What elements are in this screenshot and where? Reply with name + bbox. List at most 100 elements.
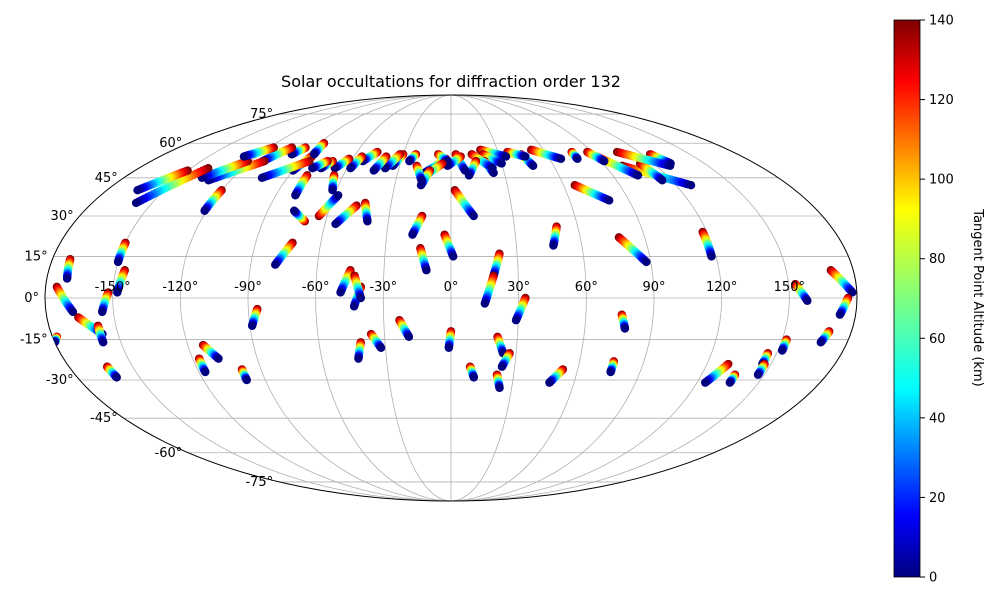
lon-tick-label: 30° bbox=[507, 280, 530, 295]
occultation-point bbox=[333, 191, 343, 200]
occultation-track bbox=[570, 181, 614, 205]
colorbar: 0 20 40 60 80 100 120 140 Tangent Point Altitud… bbox=[893, 14, 985, 586]
occultation-point bbox=[271, 260, 280, 269]
occultation-point bbox=[62, 274, 72, 283]
occultation-track bbox=[405, 150, 421, 166]
colorbar-tick-label: 40 bbox=[929, 411, 946, 426]
occultation-point bbox=[497, 159, 506, 168]
occultation-track bbox=[291, 171, 312, 200]
colorbar-tick-label: 60 bbox=[929, 332, 946, 347]
occultation-point bbox=[131, 198, 141, 208]
occultation-track bbox=[314, 191, 343, 221]
occultation-track bbox=[50, 332, 62, 347]
occultation-track bbox=[612, 147, 675, 171]
occultation-point bbox=[291, 191, 300, 200]
occultation-point bbox=[98, 307, 107, 317]
occultation-track bbox=[545, 365, 568, 387]
occultation-point bbox=[289, 206, 299, 215]
lat-tick-label: 75° bbox=[250, 107, 273, 122]
lat-tick-label: -30° bbox=[46, 373, 74, 388]
occultation-point bbox=[330, 163, 340, 173]
occultation-track bbox=[309, 139, 329, 159]
occultation-track bbox=[361, 198, 372, 226]
lat-tick-label: 60° bbox=[159, 136, 182, 151]
lon-tick-label: -90° bbox=[234, 280, 262, 295]
occultation-track bbox=[247, 304, 262, 330]
colorbar-label: Tangent Point Altitude (km) bbox=[970, 208, 985, 386]
occultation-point bbox=[620, 324, 630, 333]
occultation-point bbox=[112, 373, 121, 382]
occultation-track bbox=[98, 288, 113, 317]
occultation-track bbox=[113, 266, 129, 297]
occultation-track bbox=[450, 186, 478, 221]
colorbar-tick-label: 80 bbox=[929, 252, 946, 267]
colorbar-tick-label: 20 bbox=[929, 491, 946, 506]
occultation-point bbox=[328, 186, 337, 195]
occultation-point bbox=[417, 176, 426, 185]
occultation-track bbox=[416, 244, 431, 275]
occultation-track bbox=[549, 222, 561, 250]
occultation-track bbox=[62, 254, 75, 283]
occultation-point bbox=[753, 370, 763, 379]
map-gridlines bbox=[45, 95, 857, 501]
occultation-point bbox=[214, 354, 223, 363]
occultation-track bbox=[239, 143, 278, 161]
lon-tick-label: 0° bbox=[444, 280, 459, 295]
occultation-point bbox=[528, 161, 538, 171]
occultation-point bbox=[113, 257, 123, 267]
occultation-track bbox=[497, 349, 514, 371]
colorbar-tick-label: 120 bbox=[929, 93, 954, 108]
occultation-point bbox=[247, 321, 257, 330]
occultation-track bbox=[308, 156, 332, 173]
occultation-track bbox=[408, 211, 427, 239]
occultation-track bbox=[465, 362, 479, 382]
occultation-point bbox=[408, 230, 417, 239]
lat-tick-label: 30° bbox=[51, 209, 74, 224]
occultation-point bbox=[642, 257, 651, 267]
occultation-point bbox=[573, 154, 582, 164]
occultation-point bbox=[405, 156, 414, 166]
occultation-point bbox=[354, 354, 363, 363]
occultation-track bbox=[753, 359, 769, 379]
occultation-point bbox=[308, 163, 317, 173]
occultation-track bbox=[52, 282, 78, 317]
map-tick-labels: -150° -120° -90° -60° -30° 0° 30° 60° 90° 120° 150… bbox=[20, 107, 805, 490]
occultation-track bbox=[133, 166, 192, 195]
occultation-track bbox=[257, 156, 314, 183]
occultation-track bbox=[791, 279, 812, 305]
colorbar-tick-label: 100 bbox=[929, 173, 954, 188]
colorbar-ticks: 0 20 40 60 80 100 120 140 bbox=[920, 14, 954, 586]
colorbar-tick-label: 140 bbox=[929, 14, 954, 29]
occultation-point bbox=[242, 375, 251, 385]
occultation-point bbox=[633, 171, 643, 180]
lat-tick-label: 45° bbox=[95, 171, 118, 186]
occultation-point bbox=[349, 302, 359, 311]
lon-tick-label: 60° bbox=[575, 280, 598, 295]
occultation-track bbox=[476, 145, 511, 161]
occultation-point bbox=[133, 186, 142, 195]
occultation-point bbox=[444, 343, 454, 352]
occultation-track bbox=[567, 147, 582, 164]
occultation-track bbox=[617, 310, 630, 333]
occultation-point bbox=[449, 252, 458, 261]
occultation-point bbox=[600, 156, 609, 166]
occultation-track bbox=[583, 147, 609, 166]
occultation-point bbox=[336, 288, 345, 297]
colorbar-tick-label: 0 bbox=[929, 571, 937, 586]
occultation-track bbox=[816, 327, 834, 347]
occultation-point bbox=[346, 163, 355, 173]
occultation-point bbox=[309, 150, 319, 159]
occultation-track bbox=[725, 370, 740, 387]
occultation-point bbox=[460, 166, 470, 175]
occultation-track bbox=[369, 152, 391, 175]
lon-tick-label: -120° bbox=[162, 280, 198, 295]
occultation-point bbox=[511, 316, 521, 325]
occultation-point bbox=[239, 152, 249, 161]
lat-tick-label: -60° bbox=[155, 446, 183, 461]
occultation-point bbox=[488, 163, 497, 173]
occultation-point bbox=[356, 293, 365, 303]
occultation-track bbox=[440, 230, 458, 261]
occultation-point bbox=[803, 296, 812, 305]
colorbar-gradient bbox=[893, 19, 921, 578]
occultation-point bbox=[725, 378, 735, 387]
